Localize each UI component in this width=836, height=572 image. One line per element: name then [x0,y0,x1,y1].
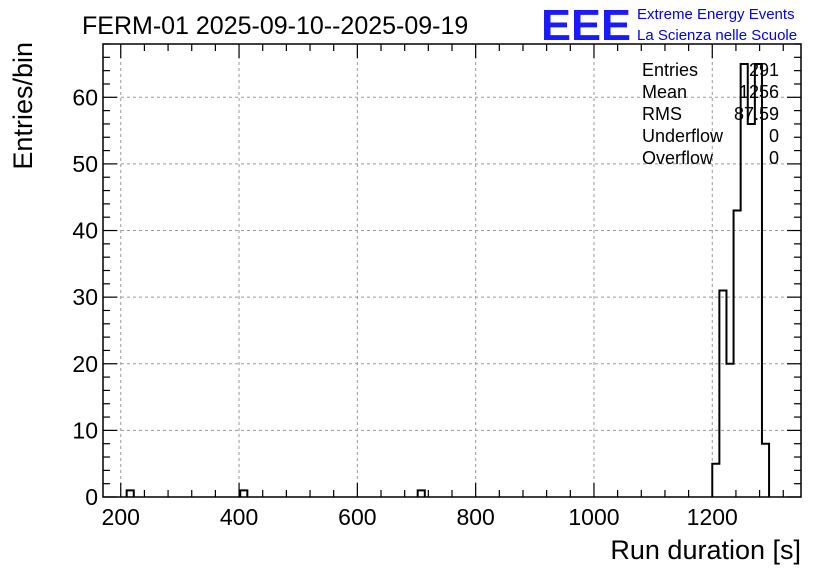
stats-label: Overflow [642,148,714,168]
y-tick-label: 10 [72,417,98,443]
histogram-bars [125,62,771,497]
y-tick-label: 0 [85,484,98,510]
histogram-bin [726,364,733,497]
histogram-bin [734,211,741,497]
stats-value: 291 [749,60,779,80]
y-axis-label: Entries/bin [8,42,38,170]
histogram-outline [125,62,771,497]
stats-label: Underflow [642,126,724,146]
histogram-bin [762,444,769,497]
y-tick-label: 30 [72,284,98,310]
stats-value: 0 [769,126,779,146]
histogram-bin [748,124,755,497]
tick-labels: 200 400 600 800 1000 1200 0 10 20 30 40 50 60 [72,84,737,530]
histogram-bin [712,464,719,497]
x-tick-label: 1000 [568,504,619,530]
eee-logo-text: EEE [541,1,631,50]
stats-value: 87.59 [734,104,779,124]
x-tick-label: 200 [102,504,140,530]
stats-box: Entries 291 Mean 1256 RMS 87.59 Underflow 0 Over… [642,60,779,168]
y-tick-label: 40 [72,218,98,244]
chart-title: FERM-01 2025-09-10--2025-09-19 [82,12,468,40]
eee-logo-line1: Extreme Energy Events [637,6,795,23]
axes [102,43,802,498]
stats-label: RMS [642,104,682,124]
eee-logo-line2: La Scienza nelle Scuole [637,27,797,44]
x-axis-label: Run duration [s] [610,535,801,565]
x-tick-label: 600 [338,504,376,530]
grid-lines [103,44,801,497]
y-tick-label: 60 [72,84,98,110]
stats-value: 0 [769,148,779,168]
stats-label: Entries [642,60,698,80]
eee-logo: EEE Extreme Energy Events La Scienza nel… [541,1,797,50]
y-tick-label: 50 [72,151,98,177]
plot-frame [102,43,802,498]
x-tick-label: 800 [456,504,494,530]
x-tick-label: 400 [220,504,258,530]
y-tick-label: 20 [72,351,98,377]
histogram-bin [719,290,726,497]
stats-label: Mean [642,82,687,102]
histogram-bin [755,64,762,497]
histogram-bin [741,64,748,497]
x-tick-label: 1200 [687,504,738,530]
stats-value: 1256 [739,82,779,102]
